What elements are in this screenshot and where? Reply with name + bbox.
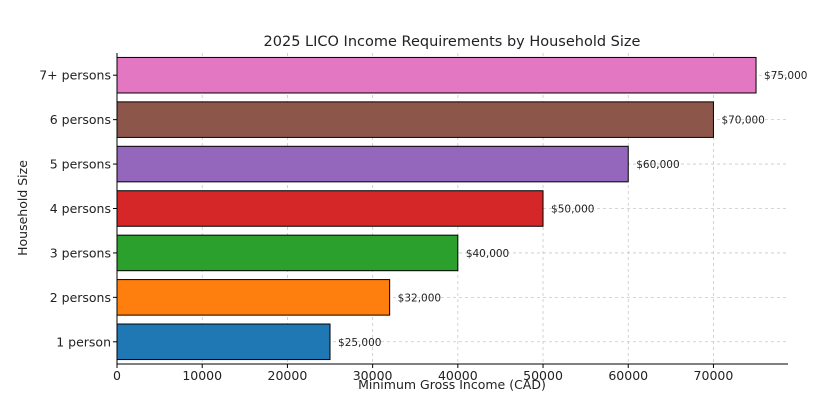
data-label: $70,000	[721, 115, 764, 127]
data-label: $60,000	[636, 159, 679, 171]
x-tick-label: 70000	[694, 368, 734, 383]
x-axis-ticks: 0 10000 20000 30000 40000 50000 60000 70000	[113, 364, 733, 383]
x-tick-label: 40000	[438, 368, 478, 383]
chart-title: 2025 LICO Income Requirements by Househo…	[264, 34, 641, 50]
x-tick-label: 0	[113, 368, 121, 383]
bar-4-persons	[116, 190, 544, 227]
data-label: $50,000	[551, 204, 594, 216]
data-label: $25,000	[338, 337, 381, 349]
y-tick-label: 1 person	[56, 334, 111, 349]
data-label: $75,000	[764, 70, 807, 82]
x-tick-label: 50000	[523, 368, 563, 383]
bar-2-persons	[116, 279, 391, 316]
x-tick-label: 60000	[608, 368, 648, 383]
bars	[116, 56, 757, 361]
y-tick-label: 4 persons	[50, 201, 111, 216]
y-tick-label: 7+ persons	[39, 68, 111, 83]
bar-7-persons	[116, 56, 757, 94]
x-tick-label: 20000	[268, 368, 308, 383]
y-axis-title: Household Size	[15, 160, 30, 256]
bar-6-persons	[116, 101, 714, 138]
y-tick-label: 2 persons	[50, 290, 111, 305]
x-tick-label: 30000	[353, 368, 393, 383]
data-label: $40,000	[466, 248, 509, 260]
y-tick-label: 6 persons	[50, 112, 111, 127]
bar-3-persons	[116, 234, 459, 272]
y-tick-label: 3 persons	[50, 245, 111, 260]
data-labels: $25,000 $32,000 $40,000 $50,000 $60,000 $70,0…	[338, 70, 807, 349]
data-label: $32,000	[398, 292, 441, 304]
bar-1-person	[116, 323, 331, 361]
y-tick-label: 5 persons	[50, 157, 111, 172]
x-tick-label: 10000	[182, 368, 222, 383]
x-axis-title: Minimum Gross Income (CAD)	[358, 377, 546, 392]
bar-5-persons	[116, 145, 629, 183]
y-axis-ticks: 1 person 2 persons 3 persons 4 persons 5 per…	[39, 68, 117, 349]
